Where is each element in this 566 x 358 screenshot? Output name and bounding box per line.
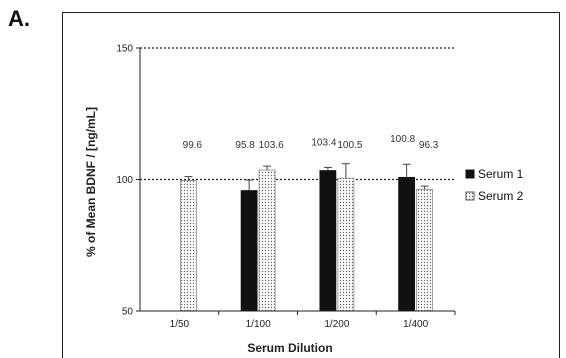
legend: Serum 1 Serum 2: [465, 167, 524, 203]
legend-swatch: [465, 169, 475, 179]
x-axis-title: Serum Dilution: [247, 341, 332, 355]
bar-serum-2: [258, 169, 276, 312]
chart-frame: [62, 12, 560, 358]
bar-serum-2: [416, 188, 434, 312]
data-label: 100.5: [337, 140, 362, 151]
data-label: 100.8: [390, 134, 415, 145]
x-tick-label: 1/100: [246, 319, 271, 330]
x-tick-label: 1/400: [403, 319, 428, 330]
x-tick-label: 1/50: [170, 319, 190, 330]
data-label: 95.8: [235, 140, 255, 151]
data-label: 103.6: [259, 140, 284, 151]
x-tick-label: 1/200: [324, 319, 349, 330]
y-axis-title: % of Mean BDNF / [ng/mL]: [84, 107, 98, 257]
panel-letter: A.: [8, 6, 30, 31]
bar-serum-1: [398, 176, 416, 312]
bar-serum-2: [337, 177, 355, 312]
data-label: 96.3: [419, 140, 439, 151]
bar-serum-2: [179, 180, 197, 312]
legend-label: Serum 1: [478, 167, 524, 181]
legend-swatch: [465, 191, 475, 201]
data-label: 99.6: [183, 140, 203, 151]
data-label: 103.4: [311, 137, 336, 148]
bar-serum-1: [240, 190, 258, 312]
y-tick-label: 150: [116, 44, 133, 55]
y-tick-label: 100: [116, 175, 133, 186]
bar-serum-1: [319, 170, 337, 312]
legend-label: Serum 2: [478, 189, 524, 203]
y-tick-label: 50: [122, 307, 134, 318]
